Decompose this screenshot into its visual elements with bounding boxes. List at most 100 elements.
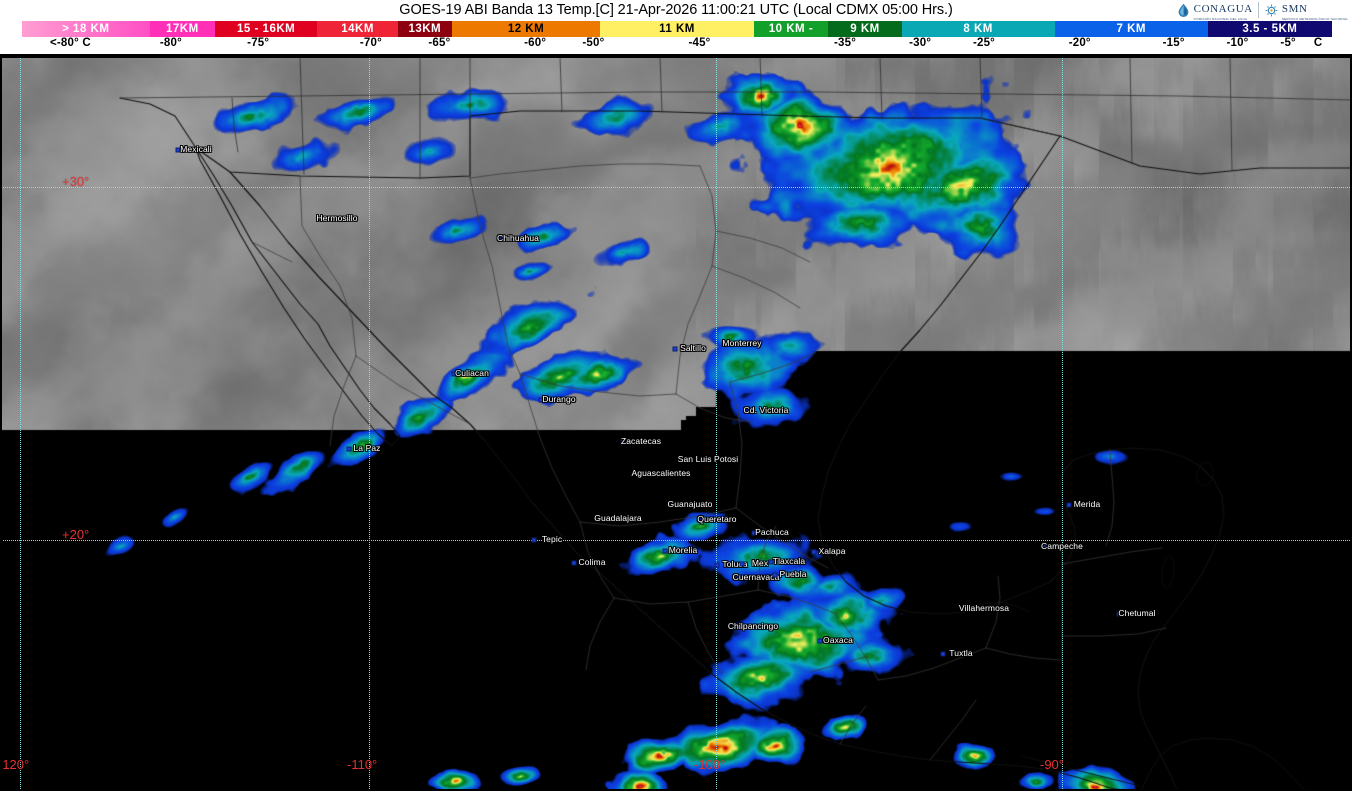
city-label: La Paz — [353, 443, 381, 453]
infrared-cloud-imagery — [0, 56, 1352, 791]
temp-tick-2: -75° — [247, 37, 270, 49]
city-marker — [620, 439, 626, 445]
latitude-label: +20° — [62, 527, 90, 542]
color-band-label: > 18 KM — [62, 23, 110, 35]
color-band-label: 8 KM — [963, 23, 993, 35]
city-label: Chetumal — [1118, 608, 1156, 618]
city-label: Morelia — [668, 545, 698, 555]
color-band-8: 9 KM — [828, 21, 902, 37]
city-label: Culiacan — [455, 368, 489, 378]
city-label: Saltillo — [680, 343, 706, 353]
latitude-label: +30° — [62, 174, 90, 189]
color-band-label: 15 - 16KM — [237, 23, 296, 35]
water-drop-icon — [1176, 3, 1191, 18]
temp-tick-11: -20° — [1068, 37, 1091, 49]
temp-tick-8: -35° — [833, 37, 857, 49]
city-marker — [316, 216, 322, 222]
city-marker — [735, 575, 741, 581]
city-label: Hermosillo — [316, 213, 358, 223]
city-marker — [687, 457, 693, 463]
city-marker — [538, 397, 544, 403]
conagua-logo-text: CONAGUA COMISIÓN NACIONAL DEL AGUA — [1193, 3, 1253, 22]
city-label: Mex — [751, 558, 769, 568]
conagua-logo: CONAGUA COMISIÓN NACIONAL DEL AGUA — [1176, 0, 1253, 21]
longitude-line — [1062, 56, 1063, 791]
city-marker — [497, 236, 503, 242]
color-bar: > 18 KM 17KM 15 - 16KM 14KM 13KM 12 KM 11 KM 10… — [22, 21, 1332, 37]
color-band-6: 11 KM — [600, 21, 754, 37]
color-band-label: 7 KM — [1116, 23, 1146, 35]
city-marker — [940, 651, 946, 657]
temp-tick-5: -60° — [524, 37, 547, 49]
color-band-label: 12 KM — [507, 23, 545, 35]
city-marker — [751, 530, 757, 536]
color-band-label: 10 KM - — [768, 23, 814, 35]
city-label: Tuxtla — [949, 648, 973, 658]
temp-tick-4: -65° — [428, 37, 451, 49]
longitude-label: -90° — [1040, 757, 1064, 772]
color-band-1: 17KM — [149, 21, 216, 37]
city-marker — [1066, 502, 1072, 508]
city-marker — [1041, 544, 1047, 550]
longitude-line — [369, 56, 370, 791]
color-band-label: 13KM — [408, 23, 442, 35]
latitude-line — [0, 540, 1352, 541]
city-label: Colima — [578, 557, 606, 567]
city-marker — [346, 446, 352, 452]
city-marker — [662, 548, 668, 554]
color-band-label: 14KM — [341, 23, 374, 35]
city-label: Toluca — [722, 559, 748, 569]
city-label: Puebla — [779, 569, 807, 579]
color-band-label: 17KM — [166, 23, 199, 35]
city-label: Guanajuato — [667, 499, 713, 509]
color-band-11: 3.5 - 5KM — [1207, 21, 1332, 37]
city-label: Oaxaca — [823, 635, 853, 645]
temp-tick-10: -25° — [972, 37, 995, 49]
city-label: Tlaxcala — [772, 556, 806, 566]
city-marker — [768, 559, 774, 565]
city-label: Monterrey — [722, 338, 762, 348]
longitude-label: -120° — [0, 757, 30, 772]
page-title: GOES-19 ABI Banda 13 Temp.[C] 21-Apr-202… — [399, 2, 953, 18]
color-band-label: 9 KM — [850, 23, 880, 35]
temp-tick-7: -45° — [688, 37, 711, 49]
city-label: Guadalajara — [594, 513, 642, 523]
satellite-map[interactable]: +30° +20° -120° -110° -100° -90° Mexicali Herm… — [0, 54, 1352, 791]
city-label: Villahermosa — [958, 603, 1010, 613]
city-label: Chihuahua — [496, 233, 540, 243]
temperature-tick-row: <-80° C -80° -75° -70° -65° -60° -50° -45° -35° -… — [0, 37, 1352, 54]
city-marker — [721, 341, 727, 347]
city-marker — [451, 371, 457, 377]
smn-logo: SMN SERVICIO METEOROLÓGICO NACIONAL — [1264, 0, 1348, 21]
city-marker — [531, 537, 537, 543]
city-label: Xalapa — [818, 546, 846, 556]
city-marker — [963, 606, 969, 612]
longitude-line — [716, 56, 717, 791]
temp-tick-15: C — [1313, 37, 1323, 49]
city-label: San Luis Potosi — [677, 454, 739, 464]
city-marker — [811, 549, 817, 555]
color-band-2: 15 - 16KM — [215, 21, 318, 37]
color-band-7: 10 KM - — [753, 21, 829, 37]
city-marker — [571, 560, 577, 566]
color-band-4: 13KM — [397, 21, 452, 37]
city-marker — [669, 502, 675, 508]
city-marker — [672, 346, 678, 352]
city-marker — [640, 471, 646, 477]
temp-tick-13: -10° — [1226, 37, 1249, 49]
city-marker — [772, 572, 778, 578]
color-band-label: 3.5 - 5KM — [1242, 23, 1298, 35]
city-marker — [817, 638, 823, 644]
temp-tick-6: -50° — [582, 37, 605, 49]
city-marker — [175, 147, 181, 153]
weather-swirl-icon — [1264, 3, 1279, 18]
temp-tick-9: -30° — [909, 37, 932, 49]
longitude-line — [20, 56, 21, 791]
city-label: Cd. Victoria — [743, 405, 789, 415]
color-scale-legend: > 18 KM 17KM 15 - 16KM 14KM 13KM 12 KM 11 KM 10… — [0, 20, 1352, 54]
longitude-label: -110° — [347, 757, 378, 772]
logo-divider — [1257, 2, 1259, 18]
color-band-0: > 18 KM — [22, 21, 150, 37]
agency-logos: CONAGUA COMISIÓN NACIONAL DEL AGUA — [1176, 0, 1348, 21]
